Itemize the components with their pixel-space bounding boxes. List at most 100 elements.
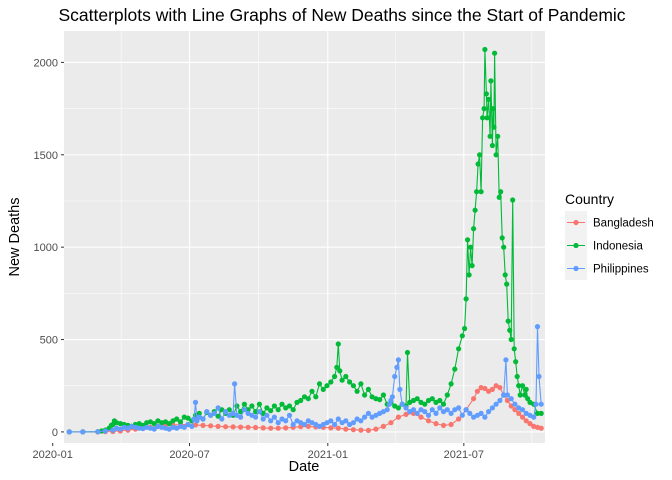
data-point-indonesia [166,421,172,427]
data-point-philippines [538,401,544,407]
legend-key-point [573,242,579,249]
data-point-indonesia [516,383,522,389]
data-point-philippines [429,407,435,413]
data-point-philippines [219,416,225,422]
data-point-indonesia [151,421,157,427]
data-point-indonesia [522,392,528,398]
data-point-indonesia [496,194,502,200]
data-point-philippines [102,428,108,434]
data-point-indonesia [478,189,484,195]
data-point-indonesia [271,403,277,409]
data-point-indonesia [491,124,497,130]
data-point-indonesia [350,383,356,389]
data-point-philippines [395,357,401,363]
data-point-philippines [519,407,526,413]
data-point-indonesia [534,410,541,416]
data-point-bangladesh [260,425,266,431]
data-point-philippines [467,410,473,416]
data-point-philippines [482,414,488,420]
data-point-indonesia [440,401,447,407]
data-point-philippines [232,381,238,387]
data-point-philippines [238,414,244,420]
data-point-indonesia [354,388,360,394]
data-point-philippines [200,416,206,422]
data-point-philippines [437,405,443,411]
data-point-bangladesh [482,385,488,392]
data-point-philippines [350,420,356,426]
data-point-indonesia [241,401,247,407]
data-point-indonesia [538,410,544,416]
data-point-indonesia [498,189,504,195]
data-point-bangladesh [335,425,341,431]
data-point-philippines [343,418,349,424]
data-point-philippines [301,421,308,428]
data-point-indonesia [469,263,475,269]
data-point-bangladesh [350,427,356,433]
data-point-philippines [80,429,86,435]
data-point-philippines [204,409,210,415]
major-gridlines [52,31,545,443]
data-point-philippines [531,414,537,420]
data-point-indonesia [264,405,270,411]
data-point-indonesia [468,244,474,250]
data-point-philippines [271,414,277,420]
data-point-bangladesh [433,421,439,427]
data-point-philippines [358,418,364,424]
data-point-indonesia [305,396,311,402]
data-point-indonesia [504,281,510,287]
data-point-bangladesh [283,425,289,431]
data-point-bangladesh [448,421,454,428]
y-axis: 0 500 1000 1500 2000 [34,57,64,439]
data-point-indonesia [380,392,386,398]
data-point-indonesia [414,396,420,402]
data-point-indonesia [471,226,477,232]
data-point-indonesia [268,408,274,414]
data-point-indonesia [429,396,435,402]
data-point-philippines [497,397,503,404]
data-point-indonesia [519,383,526,389]
data-point-indonesia [365,386,371,392]
data-point-indonesia [474,189,480,195]
data-point-indonesia [448,381,454,387]
data-point-indonesia [185,415,191,421]
data-point-philippines [422,409,428,415]
data-point-indonesia [508,336,514,343]
legend-item-philippines: Philippines [565,257,649,280]
data-point-philippines [283,418,289,424]
data-point-bangladesh [230,424,236,430]
data-point-philippines [365,410,371,416]
data-point-bangladesh [245,424,251,430]
data-point-indonesia [320,386,326,392]
data-point-indonesia [499,235,505,241]
data-point-bangladesh [343,426,349,432]
data-point-indonesia [437,397,443,404]
legend-key-point [573,219,579,226]
data-point-indonesia [334,364,340,370]
data-point-indonesia [343,373,349,380]
data-point-philippines [189,423,195,429]
data-point-indonesia [452,366,458,372]
data-point-indonesia [444,392,450,398]
legend-item-bangladesh: Bangladesh [565,211,654,234]
data-point-philippines [536,373,542,380]
data-point-philippines [533,401,539,407]
y-axis-title: New Deaths [7,198,23,277]
data-point-bangladesh [208,423,214,429]
data-point-indonesia [253,409,259,415]
data-point-indonesia [501,244,507,250]
data-point-bangladesh [471,396,477,402]
data-point-bangladesh [519,414,526,420]
data-point-indonesia [347,379,353,385]
data-point-indonesia [174,416,180,422]
data-point-indonesia [335,341,341,347]
data-point-indonesia [492,50,498,56]
data-point-indonesia [495,133,501,139]
data-point-indonesia [486,96,492,102]
data-point-bangladesh [440,422,447,428]
data-point-indonesia [215,413,221,419]
data-point-indonesia [358,381,364,387]
data-point-indonesia [488,78,494,84]
data-point-philippines [268,418,274,424]
data-point-bangladesh [425,418,432,424]
